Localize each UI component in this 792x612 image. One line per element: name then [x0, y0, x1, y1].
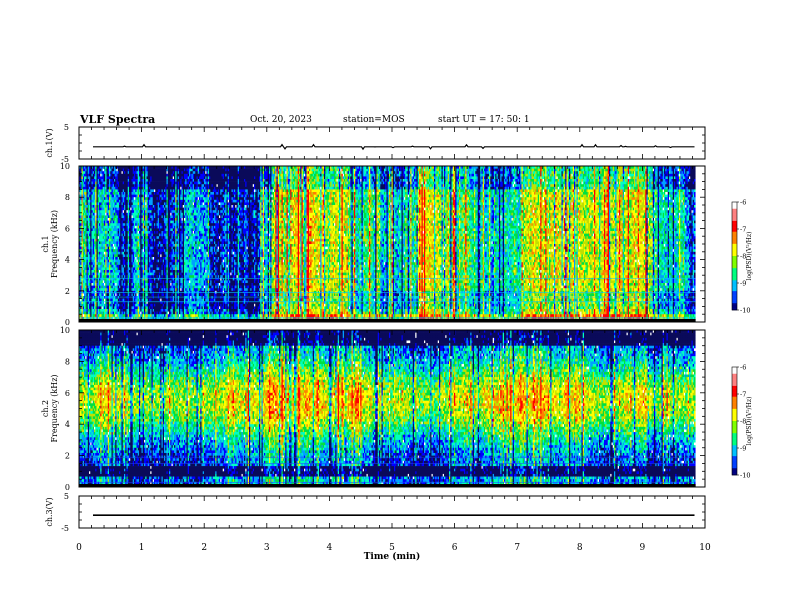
waveform-trace [93, 145, 695, 150]
y-axis-label: ch.1(V) [45, 128, 54, 157]
y-tick-label: 5 [64, 123, 69, 132]
ch1-waveform-panel: 5-5ch.1(V) [45, 123, 705, 164]
vlf-figure: 5-5ch.1(V) 0246810ch.1 Frequency (kHz) 02… [0, 0, 792, 612]
